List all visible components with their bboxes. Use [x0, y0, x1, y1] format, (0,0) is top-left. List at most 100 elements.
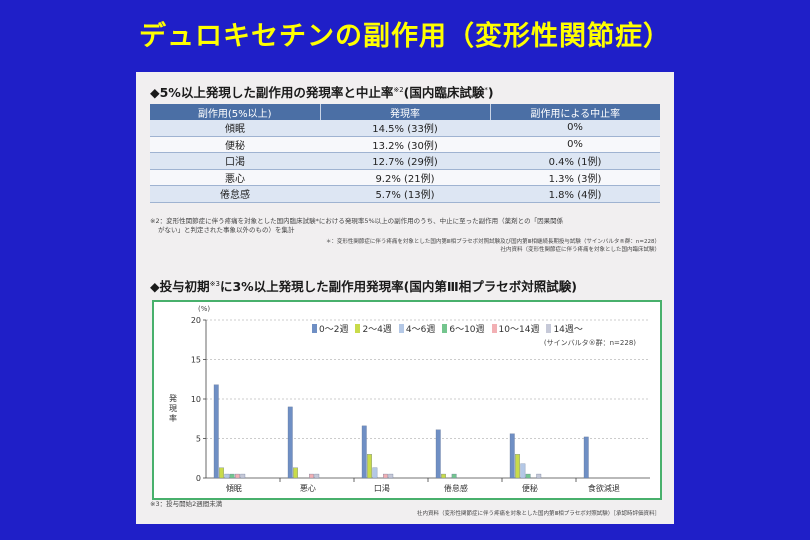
- table-cell: 1.3% (3例): [490, 169, 660, 186]
- table-row: 傾眠 14.5% (33例) 0%: [150, 120, 660, 137]
- slide-title: デュロキセチンの副作用（変形性関節症）: [139, 21, 671, 52]
- section1-title-suffix: (国内臨床試験: [403, 85, 485, 100]
- footnote: 社内資料（変形性関節症に伴う疼痛を対象とした国内臨床試験）: [500, 247, 660, 253]
- legend-item: 10～14週: [491, 322, 540, 335]
- table-cell: 口渇: [150, 152, 320, 170]
- bar: [520, 463, 526, 479]
- legend-swatch: [355, 324, 361, 333]
- y-tick-label: 20: [191, 316, 201, 325]
- table-row: 悪心 9.2% (21例) 1.3% (3例): [150, 169, 660, 186]
- section1-title-suffix-sup: *: [484, 85, 488, 94]
- table-cell: 0%: [490, 120, 660, 137]
- bar: [235, 473, 240, 479]
- y-tick-label: 15: [191, 356, 201, 365]
- footnote: ※2：変形性関節症に伴う疼痛を対象とした国内臨床試験*における発現率5%以上の副…: [150, 217, 564, 225]
- x-tick-label: 便秘: [522, 483, 538, 493]
- document-scan: ◆5%以上発現した副作用の発現率と中止率※2(国内臨床試験*) 副作用(5%以上…: [136, 72, 674, 524]
- section2-title-sup: ※3: [209, 279, 220, 288]
- section1-title-text: ◆5%以上発現した副作用の発現率と中止率: [150, 85, 394, 100]
- legend-item: 2～4週: [355, 322, 392, 335]
- x-tick-label: 倦怠感: [444, 483, 468, 493]
- bar: [525, 473, 531, 479]
- group-size-note: (サインバルタ®群：n=228): [543, 339, 636, 347]
- bar: [509, 433, 515, 479]
- bar: [583, 436, 589, 479]
- table-cell: 12.7% (29例): [320, 152, 490, 170]
- footnote: 社内資料（変形性関節症に伴う疼痛を対象とした国内第Ⅲ相プラセボ対照試験）［承認時…: [416, 511, 660, 517]
- bar: [372, 467, 378, 479]
- table-header-row: 副作用(5%以上) 発現率 副作用による中止率: [150, 104, 660, 120]
- y-tick-label: 10: [191, 395, 201, 404]
- table-cell: 0%: [490, 136, 660, 153]
- x-tick-label: 食欲減退: [588, 483, 620, 493]
- section1-title: ◆5%以上発現した副作用の発現率と中止率※2(国内臨床試験*): [150, 82, 494, 101]
- column-header: 発現率: [320, 104, 491, 120]
- legend-item: 4～6週: [398, 322, 436, 335]
- legend-swatch: [491, 324, 497, 333]
- bar: [213, 384, 219, 479]
- table-cell: 1.8% (4例): [490, 185, 660, 203]
- table-cell: 13.2% (30例): [320, 136, 490, 153]
- legend-label: 2～4週: [362, 325, 392, 335]
- table-cell: 悪心: [150, 169, 320, 186]
- bar: [388, 473, 394, 479]
- x-tick-label: 傾眠: [226, 484, 242, 493]
- table-row: 便秘 13.2% (30例) 0%: [150, 136, 660, 153]
- bar: [293, 467, 298, 479]
- table-cell: 倦怠感: [150, 185, 320, 203]
- bar: [441, 473, 446, 479]
- legend-label: 0～2週: [319, 325, 349, 335]
- legend-label: 4～6週: [405, 325, 436, 335]
- bar-chart: 0 5 10 15 20 傾眠 悪心 口渇 倦怠感 便秘 食欲減退: [191, 316, 650, 493]
- legend-item: 6～10週: [442, 322, 485, 335]
- table-row: 倦怠感 5.7% (13例) 1.8% (4例): [150, 185, 660, 203]
- chart-frame: (%) 0～2週 2～4週 4～6週 6～10週 10～14週 14週～ (サインバルタ®…: [152, 300, 662, 500]
- bar: [309, 473, 314, 479]
- bar: [515, 454, 520, 479]
- legend-label: 10～14週: [498, 325, 540, 335]
- bar: [367, 454, 372, 479]
- table-cell: 14.5% (33例): [320, 120, 490, 137]
- bar: [451, 473, 457, 479]
- table-cell: 9.2% (21例): [320, 169, 490, 186]
- bar: [536, 473, 542, 479]
- legend-label: 6～10週: [449, 325, 485, 335]
- footnote: ※3：投与開始2週間未満: [150, 500, 223, 508]
- legend-item: 14週～: [546, 322, 583, 335]
- footnote: がない」と判定された事象以外のもの）を集計: [158, 226, 295, 234]
- table-row: 口渇 12.7% (29例) 0.4% (1例): [150, 152, 660, 170]
- section1-title-sup: ※2: [393, 85, 404, 94]
- legend-swatch: [312, 324, 317, 333]
- bar: [314, 473, 320, 479]
- table-cell: 0.4% (1例): [490, 152, 660, 170]
- x-tick-label: 口渇: [374, 483, 390, 493]
- column-header: 副作用による中止率: [490, 104, 660, 120]
- y-axis-unit: (%): [198, 305, 211, 313]
- bar: [361, 425, 367, 479]
- legend-swatch: [442, 324, 448, 333]
- bar: [383, 473, 388, 479]
- legend-label: 14週～: [553, 325, 583, 335]
- legend-item: 0～2週: [312, 322, 348, 335]
- column-header: 副作用(5%以上): [150, 104, 321, 120]
- bar: [435, 429, 441, 479]
- section2-title: ◆投与初期※3に3%以上発現した副作用発現率(国内第Ⅲ相プラセボ対照試験): [150, 276, 577, 295]
- table-cell: 5.7% (13例): [320, 185, 490, 203]
- side-effect-table: 副作用(5%以上) 発現率 副作用による中止率 傾眠 14.5% (33例) 0…: [150, 104, 660, 203]
- table-cell: 傾眠: [150, 120, 320, 137]
- chart-legend: 0～2週 2～4週 4～6週 6～10週 10～14週 14週～: [312, 322, 590, 335]
- bar: [219, 467, 224, 479]
- section2-title-rest: に3%以上発現した副作用発現率(国内第Ⅲ相プラセボ対照試験): [219, 279, 577, 294]
- bar: [229, 473, 235, 479]
- footnote: ＊：変形性関節症に伴う疼痛を対象とした国内第Ⅲ相プラセボ対照試験及び国内第Ⅲ相継…: [325, 239, 660, 245]
- bar: [240, 473, 246, 479]
- x-tick-label: 悪心: [300, 484, 316, 493]
- legend-swatch: [546, 324, 552, 333]
- y-tick-label: 5: [196, 435, 201, 444]
- y-axis-label: 発現率: [169, 394, 177, 423]
- section2-title-text: ◆投与初期: [150, 279, 210, 294]
- bar: [224, 473, 230, 479]
- y-tick-label: 0: [196, 474, 201, 483]
- legend-swatch: [398, 324, 404, 333]
- table-cell: 便秘: [150, 136, 320, 153]
